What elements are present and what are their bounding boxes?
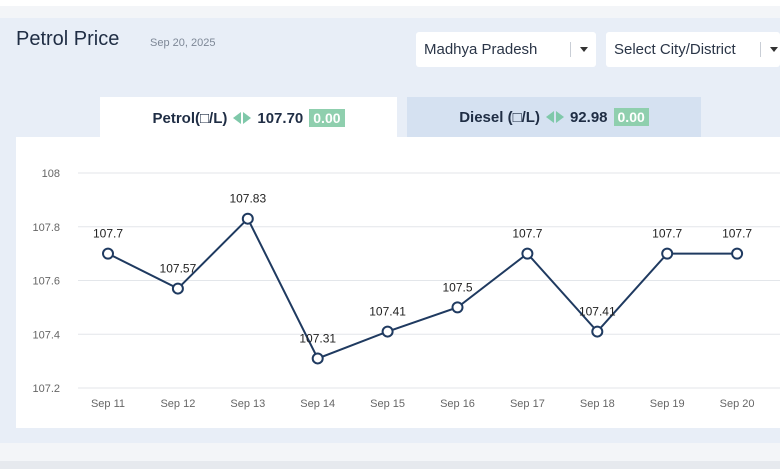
data-point xyxy=(381,325,394,338)
price-change-arrows-icon xyxy=(545,111,564,123)
x-tick-label: Sep 20 xyxy=(720,398,755,410)
tab-petrol[interactable]: Petrol(□/L) 107.70 0.00 xyxy=(100,97,397,139)
city-select[interactable]: Select City/District xyxy=(606,32,780,67)
y-tick-label: 107.4 xyxy=(32,329,60,341)
data-point xyxy=(661,247,674,260)
x-tick-label: Sep 17 xyxy=(510,398,545,410)
diesel-change-badge: 0.00 xyxy=(613,108,649,126)
data-label: 107.7 xyxy=(722,227,752,241)
petrol-change-badge: 0.00 xyxy=(309,109,345,127)
tab-petrol-label: Petrol(□/L) xyxy=(152,109,228,127)
x-tick-label: Sep 16 xyxy=(440,398,475,410)
data-label: 107.31 xyxy=(299,331,336,345)
data-point xyxy=(731,247,744,260)
petrol-price: 107.70 xyxy=(257,109,304,127)
x-tick-label: Sep 13 xyxy=(230,398,265,410)
city-select-divider xyxy=(760,42,761,57)
city-select-value: Select City/District xyxy=(614,41,736,58)
data-label: 107.5 xyxy=(442,280,472,294)
state-select[interactable]: Madhya Pradesh xyxy=(416,32,596,67)
data-point xyxy=(102,247,114,260)
state-select-divider xyxy=(570,42,571,57)
data-label: 107.41 xyxy=(579,305,616,319)
data-label: 107.83 xyxy=(229,192,266,206)
tab-diesel[interactable]: Diesel (□/L) 92.98 0.00 xyxy=(407,97,701,137)
state-select-value: Madhya Pradesh xyxy=(424,41,538,58)
price-change-arrows-icon xyxy=(233,112,252,124)
chart-area: 108 107.8 107.6 107.4 107.2 Sep 11 Sep 12 Sep 1… xyxy=(16,137,780,428)
data-point xyxy=(311,352,324,365)
price-date: Sep 20, 2025 xyxy=(150,37,216,49)
data-point xyxy=(451,301,464,314)
x-tick-label: Sep 15 xyxy=(370,398,405,410)
x-tick-label: Sep 12 xyxy=(160,398,195,410)
y-tick-label: 108 xyxy=(42,168,60,180)
data-point xyxy=(241,212,254,225)
data-point xyxy=(591,325,604,338)
x-tick-label: Sep 18 xyxy=(580,398,615,410)
price-line-chart: 108 107.8 107.6 107.4 107.2 Sep 11 Sep 12 Sep 1… xyxy=(32,168,780,410)
top-strip xyxy=(0,0,780,6)
data-label: 107.7 xyxy=(652,227,682,241)
diesel-price: 92.98 xyxy=(569,108,608,126)
series-line xyxy=(107,216,738,360)
x-tick-label: Sep 11 xyxy=(91,398,125,410)
y-tick-label: 107.8 xyxy=(32,222,60,234)
y-tick-label: 107.2 xyxy=(32,383,60,395)
data-label: 107.57 xyxy=(160,262,197,276)
page-title: Petrol Price xyxy=(16,28,120,50)
tab-diesel-label: Diesel (□/L) xyxy=(459,108,540,126)
data-point xyxy=(521,247,534,260)
x-tick-label: Sep 19 xyxy=(650,398,685,410)
data-label: 107.7 xyxy=(93,227,123,241)
chevron-down-icon[interactable] xyxy=(580,47,588,52)
data-point xyxy=(171,282,184,295)
chevron-down-icon[interactable] xyxy=(770,47,778,52)
bottom-strip xyxy=(0,461,780,469)
data-label: 107.7 xyxy=(512,227,542,241)
x-tick-label: Sep 14 xyxy=(300,398,335,410)
y-tick-label: 107.6 xyxy=(32,276,60,288)
data-label: 107.41 xyxy=(369,305,406,319)
